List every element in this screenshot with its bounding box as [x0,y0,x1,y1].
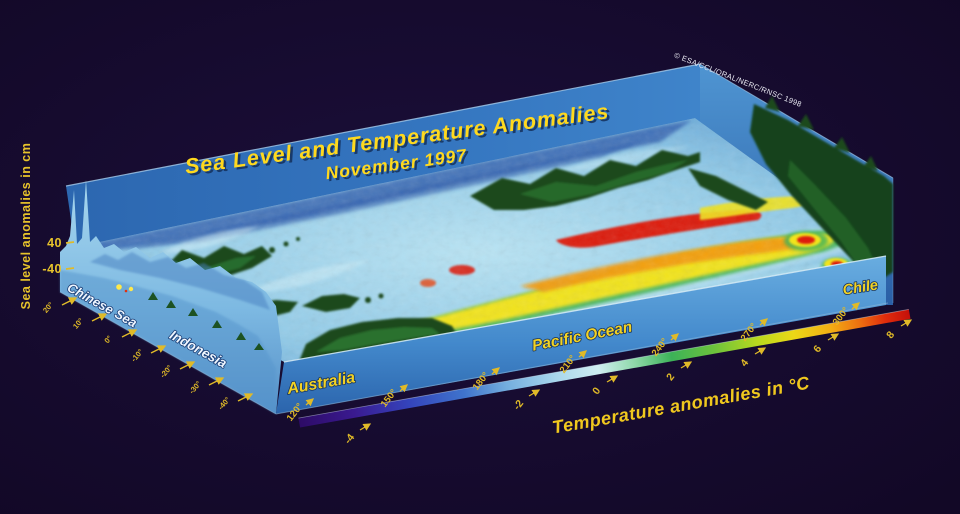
label-chile: Chile [842,277,880,298]
sea-level-axis-label: Sea level anomalies in cm [19,143,33,310]
longitude-tickmark [491,367,500,376]
sea-level-axis: Sea level anomalies in cm 40 -40 [19,143,75,310]
temperature-tickmark [900,319,913,327]
temperature-tickmark [359,423,372,431]
sea-level-tick-40: 40 [47,236,62,250]
back-wall [65,63,701,247]
temperature-tickmark [528,389,541,397]
wall-anomaly-spot [128,286,134,292]
wall-anomaly-spot [124,289,128,293]
sea-level-tickmark [65,267,75,270]
longitude-tickmark [670,333,679,342]
wall-anomaly-spot [116,284,122,290]
latitude-tickmark [208,377,225,386]
right-wall-top-edge [699,63,894,179]
latitude-tickmark [121,329,138,338]
temperature-tickmark [680,361,693,369]
sea-level-tick-minus40: -40 [42,262,62,276]
longitude-tickmark [851,302,860,311]
latitude-tickmark [237,393,254,402]
latitude-tickmark [61,297,78,306]
front-wall-top-edge [283,255,887,363]
latitude-tickmark [91,313,108,322]
latitude-tickmark [179,361,196,370]
back-wall-top-edge [65,63,701,187]
land-north-america [470,150,768,210]
front-wall-bottom-edge [275,302,889,415]
temperature-tickmark [606,375,619,383]
latitude-tickmark [150,345,167,354]
sea-level-tickmark [65,241,75,244]
temperature-tickmark [827,333,840,341]
temperature-colorbar [298,309,911,428]
land-south-america [750,96,893,286]
longitude-tickmark [759,318,768,327]
longitude-tickmark [578,350,587,359]
latitude-tick: 0° [102,334,114,345]
front-wall [275,255,889,415]
left-wall-bottom-edge [59,291,277,415]
longitude-tickmark [305,398,314,407]
temperature-tickmark [754,347,767,355]
longitude-tickmark [399,384,408,393]
